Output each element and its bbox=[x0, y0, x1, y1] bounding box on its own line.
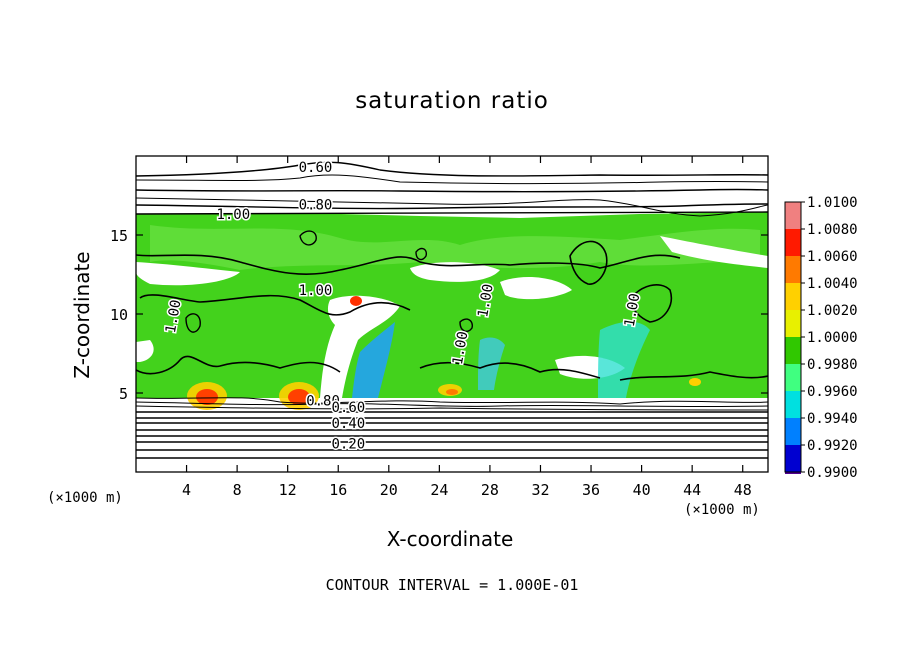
colorbar-swatch bbox=[785, 202, 801, 229]
y-axis-label: Z-coordinate bbox=[70, 251, 94, 379]
clear-region bbox=[136, 262, 240, 286]
colorbar-label: 1.0060 bbox=[807, 249, 858, 265]
y-tick-label: 15 bbox=[110, 227, 128, 245]
x-axis: 4 8 12 16 20 24 28 32 36 40 44 48 bbox=[182, 156, 752, 499]
clear-region bbox=[320, 295, 400, 398]
contour-interval-footer: CONTOUR INTERVAL = 1.000E-01 bbox=[325, 576, 579, 594]
x-tick-label: 8 bbox=[233, 481, 242, 499]
clear-region bbox=[500, 276, 572, 300]
colorbar-swatch bbox=[785, 337, 801, 364]
x-tick-label: 4 bbox=[182, 481, 191, 499]
subsaturated-streak bbox=[352, 322, 395, 398]
subsaturated-streak bbox=[598, 321, 650, 398]
contour-lines bbox=[136, 161, 768, 459]
colorbar-label: 1.0080 bbox=[807, 222, 858, 238]
contour-label: 0.80 bbox=[306, 394, 340, 410]
x-tick-label: 16 bbox=[329, 481, 347, 499]
contour-labels: 0.600.801.001.001.00 1.001.001.000.800.60… bbox=[161, 158, 644, 453]
contour-label: 1.00 bbox=[216, 207, 250, 223]
colorbar-label: 1.0020 bbox=[807, 303, 858, 319]
x-tick-label: 44 bbox=[683, 481, 701, 499]
colorbar-label: 0.9960 bbox=[807, 384, 858, 400]
x-tick-label: 36 bbox=[582, 481, 600, 499]
colorbar: 1.0100 1.0080 1.0060 1.0040 1.0020 1.0000 0.99… bbox=[784, 195, 858, 481]
clear-region bbox=[660, 236, 768, 268]
colorbar-swatch bbox=[785, 310, 801, 337]
colorbar-swatch bbox=[785, 229, 801, 256]
x-tick-label: 20 bbox=[380, 481, 398, 499]
colorbar-swatch bbox=[785, 283, 801, 310]
colorbar-label: 0.9900 bbox=[807, 465, 858, 481]
y-tick-label: 5 bbox=[119, 385, 128, 403]
contour-label: 0.60 bbox=[299, 160, 333, 176]
colorbar-label: 0.9980 bbox=[807, 357, 858, 373]
saturation-field bbox=[136, 161, 768, 459]
colorbar-swatch bbox=[785, 256, 801, 283]
contour-label: 0.60 bbox=[331, 400, 365, 416]
clear-region bbox=[410, 262, 500, 282]
x-tick-label: 48 bbox=[734, 481, 752, 499]
y-axis: 5 10 15 bbox=[110, 227, 768, 403]
x-tick-label: 12 bbox=[279, 481, 297, 499]
chart-title: saturation ratio bbox=[355, 88, 549, 114]
colorbar-label: 0.9920 bbox=[807, 438, 858, 454]
clear-region bbox=[136, 340, 154, 362]
contour-label: 1.00 bbox=[450, 330, 472, 366]
colorbar-swatch bbox=[785, 391, 801, 418]
colorbar-label: 1.0000 bbox=[807, 330, 858, 346]
x-tick-label: 24 bbox=[430, 481, 448, 499]
contour-label: 0.20 bbox=[331, 436, 365, 452]
contour-label: 0.80 bbox=[299, 198, 333, 214]
contour-label: 0.40 bbox=[331, 416, 365, 432]
y-tick-label: 10 bbox=[110, 306, 128, 324]
colorbar-label: 1.0040 bbox=[807, 276, 858, 292]
x-unit-label: (×1000 m) bbox=[47, 490, 123, 506]
x-unit-label-right: (×1000 m) bbox=[684, 502, 760, 518]
colorbar-label: 1.0100 bbox=[807, 195, 858, 211]
x-tick-label: 40 bbox=[633, 481, 651, 499]
colorbar-label: 0.9940 bbox=[807, 411, 858, 427]
colorbar-swatch bbox=[785, 472, 801, 474]
x-tick-label: 32 bbox=[531, 481, 549, 499]
x-axis-label: X-coordinate bbox=[386, 527, 514, 551]
contour-label: 1.00 bbox=[299, 283, 333, 299]
colorbar-swatch bbox=[785, 445, 801, 472]
colorbar-swatch bbox=[785, 364, 801, 391]
x-tick-label: 28 bbox=[481, 481, 499, 499]
colorbar-swatch bbox=[785, 418, 801, 445]
